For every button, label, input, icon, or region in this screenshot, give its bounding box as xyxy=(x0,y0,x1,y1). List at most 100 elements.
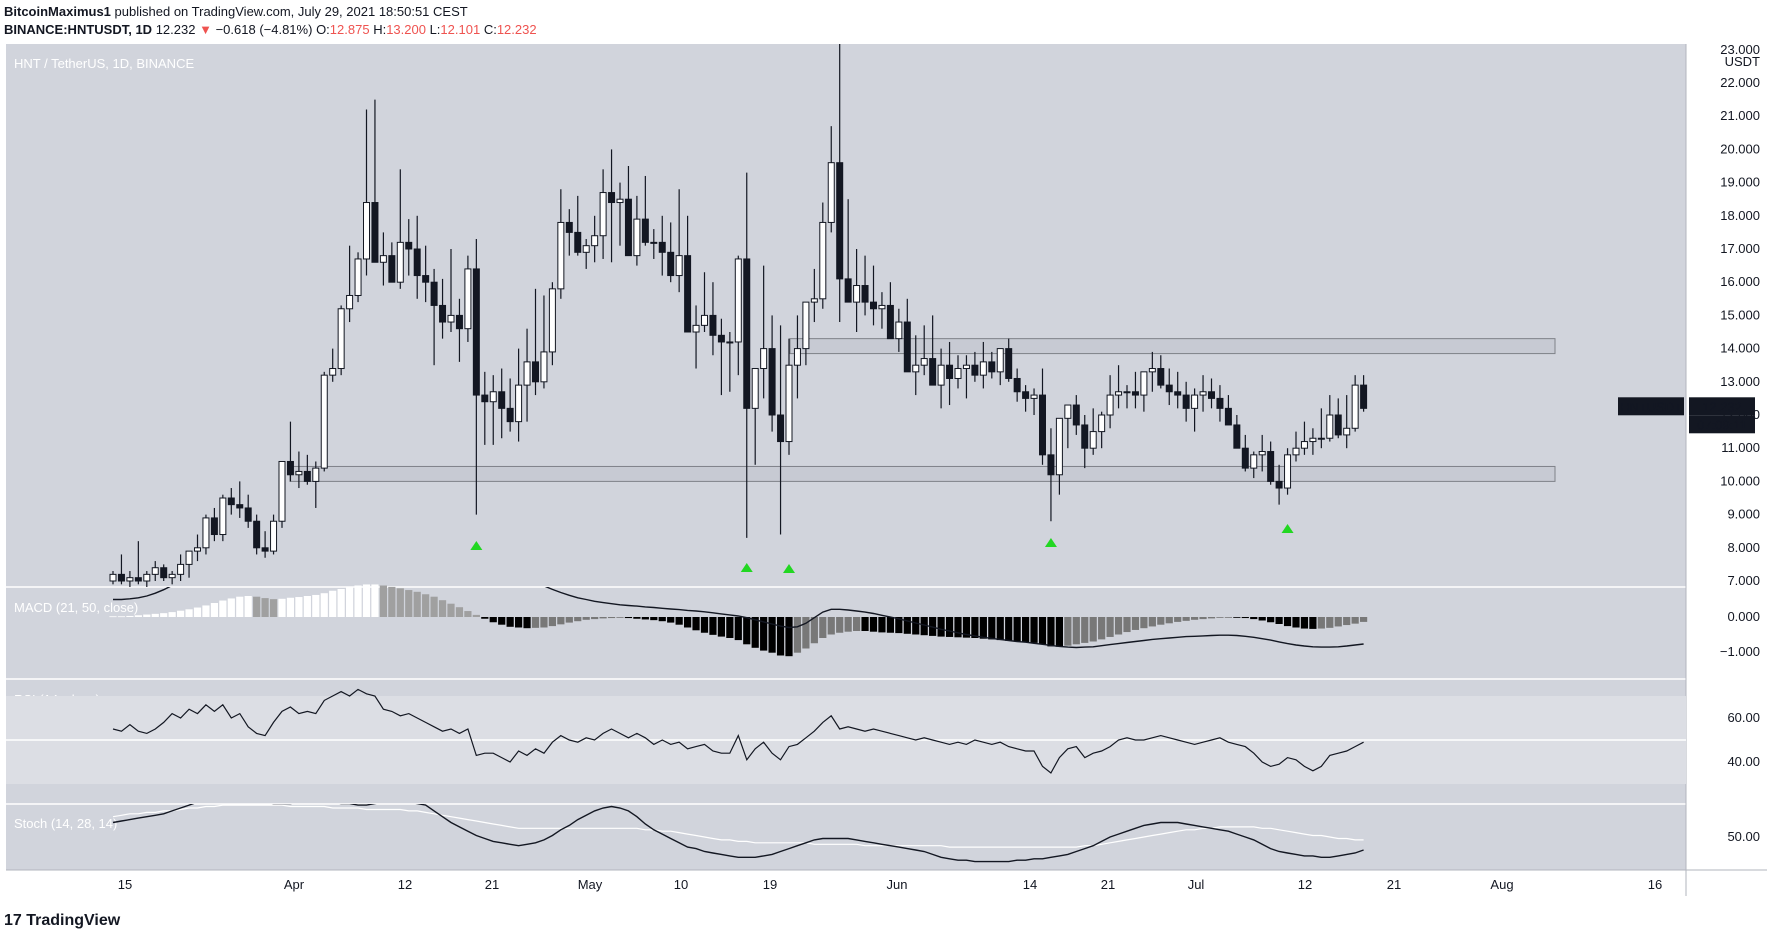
candle-up xyxy=(1309,437,1317,443)
macd-histogram-bar xyxy=(886,617,894,633)
candle-up xyxy=(278,460,286,522)
macd-histogram-bar xyxy=(362,584,371,617)
price-axis[interactable] xyxy=(1686,44,1767,870)
macd-histogram-bar xyxy=(1038,617,1047,645)
candle-up xyxy=(379,255,387,263)
candle-up xyxy=(447,314,455,323)
candle-up xyxy=(591,235,599,247)
macd-histogram-bar xyxy=(557,617,565,625)
macd-histogram-bar xyxy=(1267,617,1275,623)
macd-histogram-bar xyxy=(1233,617,1241,618)
candle-up xyxy=(320,374,328,469)
candle-down xyxy=(1039,394,1046,456)
time-tick: 15 xyxy=(118,877,132,892)
candle-down xyxy=(236,504,244,509)
author-name[interactable]: BitcoinMaximus1 xyxy=(4,4,111,19)
macd-histogram-bar xyxy=(650,617,658,621)
time-tick: May xyxy=(578,877,603,892)
macd-histogram-bar xyxy=(1182,617,1190,621)
macd-histogram-bar xyxy=(422,594,430,617)
candle-up xyxy=(1300,441,1308,449)
candle-up xyxy=(582,245,590,253)
candle-up xyxy=(810,298,818,303)
macd-histogram-bar xyxy=(278,598,286,617)
candle-down xyxy=(667,251,675,277)
macd-histogram-bar xyxy=(869,617,878,632)
support-marker-icon xyxy=(470,541,483,550)
candle-down xyxy=(844,278,852,303)
macd-histogram-bar xyxy=(996,617,1004,641)
macd-histogram-bar xyxy=(861,617,869,631)
candle-down xyxy=(506,407,514,423)
candle-down xyxy=(481,394,489,403)
candle-up xyxy=(1106,394,1114,416)
macd-histogram-bar xyxy=(819,617,827,638)
macd-histogram-bar xyxy=(219,600,227,617)
macd-histogram-bar xyxy=(227,598,235,617)
price-tag-symbol-bg xyxy=(1618,397,1684,416)
candle-down xyxy=(709,314,717,336)
macd-histogram-bar xyxy=(675,617,683,625)
macd-histogram-bar xyxy=(1157,617,1165,625)
candle-up xyxy=(793,348,801,366)
symbol-label: BINANCE:HNTUSDT, 1D xyxy=(4,22,153,37)
down-arrow-icon: ▼ xyxy=(199,22,212,37)
macd-histogram-bar xyxy=(768,617,776,653)
price-tag-bg xyxy=(1689,397,1755,416)
macd-histogram-bar xyxy=(971,617,979,638)
tradingview-brand[interactable]: 17 TradingView xyxy=(4,912,120,930)
countdown-bg xyxy=(1689,415,1755,434)
price-tick: 17.000 xyxy=(1720,241,1760,256)
candle-up xyxy=(1258,451,1266,456)
macd-histogram-bar xyxy=(1106,617,1114,637)
time-tick: 14 xyxy=(1023,877,1037,892)
candle-up xyxy=(464,268,472,330)
macd-histogram-bar xyxy=(354,585,362,617)
macd-histogram-bar xyxy=(717,617,725,637)
candle-down xyxy=(303,470,311,482)
macd-histogram-bar xyxy=(202,605,210,617)
candle-up xyxy=(599,192,607,237)
macd-histogram-bar xyxy=(405,590,413,617)
macd-histogram-bar xyxy=(1258,617,1266,621)
macd-histogram-bar xyxy=(684,617,692,628)
candle-up xyxy=(954,368,962,379)
candle-up xyxy=(557,221,565,290)
candle-up xyxy=(616,198,624,204)
macd-histogram-bar xyxy=(134,615,142,617)
candle-up xyxy=(329,368,337,376)
macd-histogram-bar xyxy=(515,617,523,628)
candle-up xyxy=(996,348,1004,373)
macd-histogram-bar xyxy=(1114,617,1123,635)
candle-down xyxy=(1165,384,1173,393)
candle-down xyxy=(903,321,911,373)
macd-histogram-bar xyxy=(726,617,734,638)
candle-down xyxy=(371,202,379,263)
macd-histogram-bar xyxy=(430,596,438,617)
candle-down xyxy=(413,248,421,277)
macd-histogram-bar xyxy=(776,617,785,656)
time-tick: 12 xyxy=(1298,877,1312,892)
candle-up xyxy=(194,547,201,552)
candle-up xyxy=(548,288,556,353)
macd-histogram-bar xyxy=(624,617,633,619)
candle-down xyxy=(608,192,616,204)
macd-histogram-bar xyxy=(109,616,117,618)
candle-up xyxy=(1123,391,1131,394)
candle-down xyxy=(836,162,844,280)
candle-down xyxy=(1275,480,1283,489)
price-unit: USDT xyxy=(1725,54,1760,69)
support-marker-icon xyxy=(1044,538,1057,547)
candle-up xyxy=(760,348,768,370)
macd-histogram-bar xyxy=(117,616,126,618)
macd-histogram-bar xyxy=(540,617,548,628)
macd-histogram-bar xyxy=(168,612,176,617)
macd-histogram-bar xyxy=(329,590,337,617)
macd-histogram-bar xyxy=(160,613,168,617)
low-value: 12.101 xyxy=(440,22,481,37)
macd-histogram-bar xyxy=(700,617,709,633)
macd-histogram-bar xyxy=(455,607,464,617)
candle-down xyxy=(1241,447,1249,469)
candle-up xyxy=(827,162,835,223)
time-axis xyxy=(6,870,1767,896)
